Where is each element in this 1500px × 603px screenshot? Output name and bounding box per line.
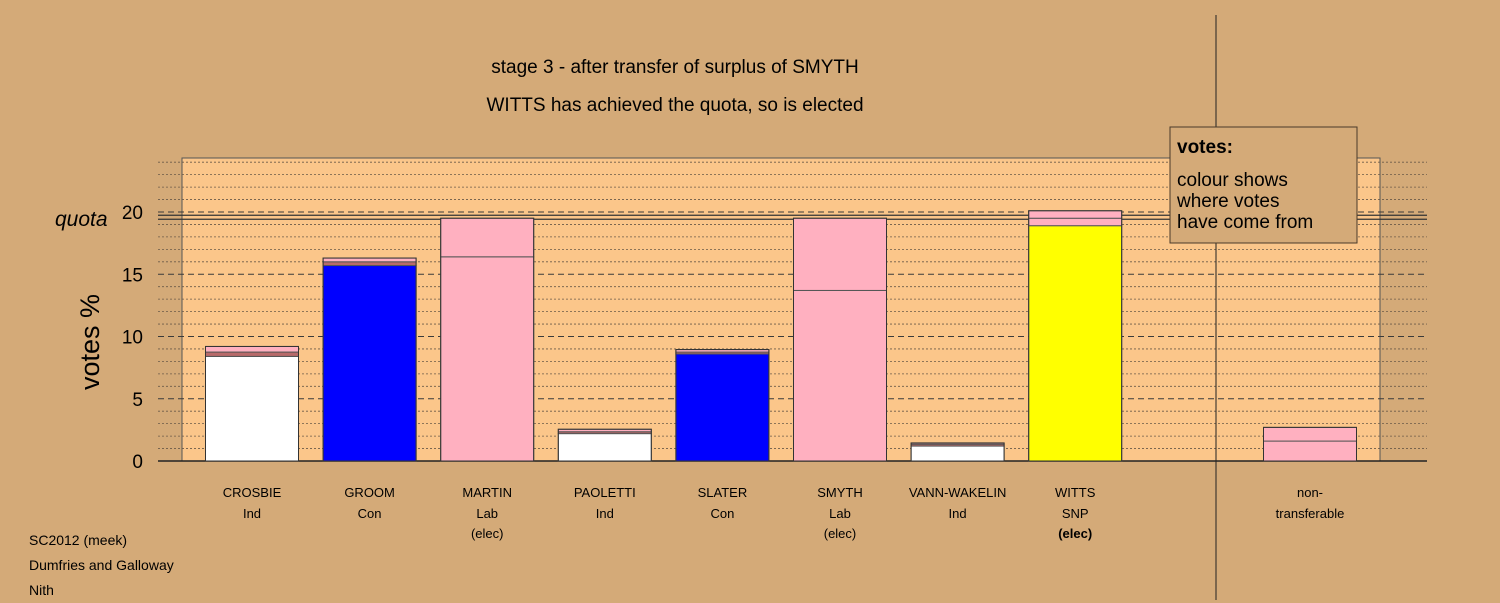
bar-nontransferable-segment — [1263, 440, 1357, 462]
candidate-party-label: Ind — [243, 506, 261, 521]
legend-text: where votes — [1176, 191, 1279, 212]
candidate-name-label: WITTS — [1055, 485, 1096, 500]
bar-crosbie-segment — [205, 351, 299, 357]
bar-nontransferable-outline — [1263, 426, 1357, 462]
y-tick-label: 20 — [122, 203, 143, 224]
bar-groom-outline — [322, 257, 417, 462]
candidate-name-label: MARTIN — [462, 485, 512, 500]
candidate-name-label: SLATER — [698, 485, 748, 500]
quota-label: quota — [55, 208, 108, 231]
candidate-status-label: (elec) — [824, 526, 857, 541]
footer-election: SC2012 (meek) — [29, 532, 128, 548]
candidate-party-label: Lab — [476, 506, 498, 521]
bar-smyth-segment — [793, 217, 887, 291]
bar-vann-wakelin-outline — [910, 442, 1005, 462]
legend-text: colour shows — [1177, 170, 1288, 191]
bar-paoletti-outline — [557, 428, 652, 462]
candidate-status-label: (elec) — [471, 526, 504, 541]
bar-groom-segment — [322, 265, 417, 462]
legend-box — [1169, 126, 1358, 244]
bar-smyth-outline — [793, 217, 887, 462]
candidate-party-label: Ind — [949, 506, 967, 521]
footer: SC2012 (meek) Dumfries and Galloway Nith — [29, 528, 174, 603]
bar-martin-outline — [440, 217, 535, 462]
nontransferable-label: non- — [1297, 485, 1323, 500]
candidate-party-label: Con — [710, 506, 734, 521]
candidate-party-label: Ind — [596, 506, 614, 521]
chart-subtitle: WITTS has achieved the quota, so is elec… — [486, 95, 863, 116]
bar-groom-segment — [322, 261, 417, 267]
candidate-name-label: SMYTH — [817, 485, 863, 500]
candidate-party-label: Lab — [829, 506, 851, 521]
footer-council: Dumfries and Galloway — [29, 557, 174, 573]
candidate-party-label: SNP — [1062, 506, 1089, 521]
candidate-name-label: VANN-WAKELIN — [909, 485, 1007, 500]
bar-witts-outline — [1028, 210, 1123, 462]
bar-groom-segment — [322, 257, 417, 263]
bar-nontransferable-segment — [1263, 426, 1357, 442]
y-tick-label: 0 — [132, 452, 143, 473]
bar-crosbie-outline — [205, 345, 299, 462]
bar-slater-outline — [675, 349, 770, 462]
legend-text: have come from — [1177, 212, 1313, 233]
bar-witts-segment — [1028, 225, 1123, 462]
y-tick-label: 10 — [122, 328, 143, 349]
candidate-status-label: (elec) — [1058, 526, 1092, 541]
y-axis-title: votes % — [75, 294, 105, 390]
bar-martin-segment — [440, 256, 535, 462]
chart-title: stage 3 - after transfer of surplus of S… — [491, 57, 858, 78]
bar-witts-segment — [1028, 210, 1123, 219]
bar-crosbie-segment — [205, 355, 299, 462]
legend-title: votes: — [1177, 137, 1233, 158]
bar-paoletti-segment — [557, 433, 652, 462]
candidate-name-label: CROSBIE — [223, 485, 282, 500]
candidate-name-label: PAOLETTI — [574, 485, 636, 500]
candidate-name-label: GROOM — [344, 485, 395, 500]
bar-smyth-segment — [793, 289, 887, 462]
bar-martin-segment — [440, 217, 535, 258]
nontransferable-label: transferable — [1276, 506, 1345, 521]
bar-slater-segment — [675, 353, 770, 462]
bar-vann-wakelin-segment — [910, 445, 1005, 462]
bar-witts-segment — [1028, 217, 1123, 227]
footer-ward: Nith — [29, 582, 54, 598]
y-tick-label: 5 — [132, 390, 143, 411]
y-tick-label: 15 — [122, 265, 143, 286]
bar-crosbie-segment — [205, 345, 299, 353]
candidate-party-label: Con — [358, 506, 382, 521]
